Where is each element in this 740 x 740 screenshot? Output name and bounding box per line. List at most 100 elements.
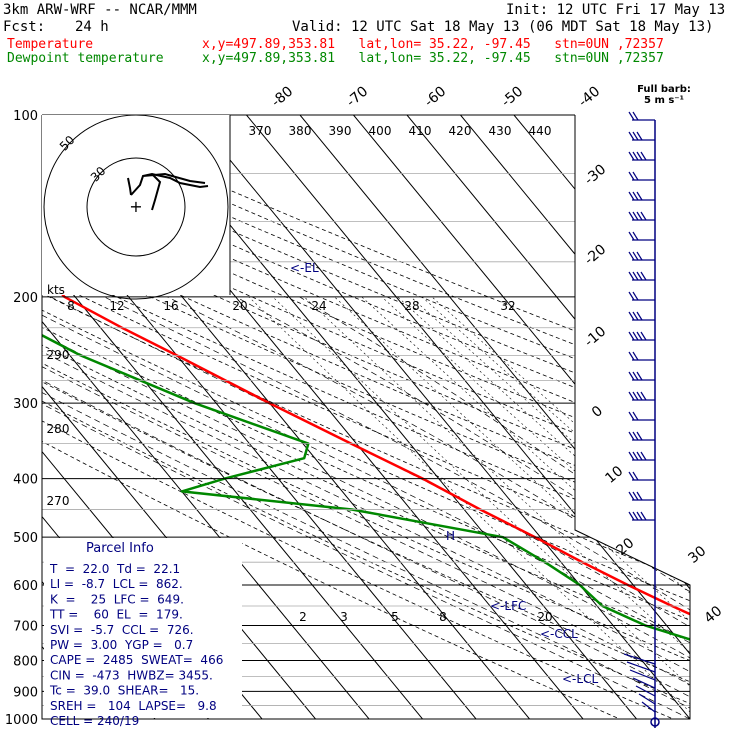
isotherm-label: 0	[589, 403, 606, 421]
isotherm-label: -80	[269, 83, 297, 110]
wind-barb-flag	[636, 331, 643, 341]
pressure-tick-label: 900	[13, 685, 38, 700]
dry-adiabat	[42, 139, 690, 719]
dry-adiabat	[42, 139, 690, 719]
wind-barb	[628, 291, 655, 301]
wind-barb-flag	[632, 311, 639, 321]
parcel-info-row: SREH = 104 LAPSE= 9.8	[50, 699, 217, 713]
parcel-info-row: K = 25 LFC = 649.	[50, 592, 184, 606]
wind-barb-flag	[632, 431, 639, 441]
wind-barb	[628, 451, 655, 461]
isotherm-label: -50	[499, 83, 527, 110]
moist-adiabat	[42, 296, 690, 719]
wind-barb	[628, 371, 655, 381]
wind-barb-flag	[632, 351, 639, 361]
ccl-marker: <-CCL	[540, 627, 578, 641]
hodograph-unit: kts	[47, 283, 65, 297]
wind-barb	[628, 231, 655, 241]
wind-barb-flag	[636, 131, 643, 141]
wind-barb-flag	[632, 291, 639, 301]
mixing-ratio-label: 12	[109, 299, 124, 313]
pressure-tick-label: 400	[13, 473, 38, 488]
wind-barb-flag	[632, 251, 639, 261]
wind-barb-flag	[628, 411, 635, 421]
wind-barb	[628, 251, 655, 261]
dry-adiabat	[42, 139, 690, 719]
wind-barb-flag	[628, 451, 635, 461]
pressure-tick-label: 700	[13, 619, 38, 634]
wind-barb-flag	[636, 391, 643, 401]
pressure-tick-label: 1000	[5, 713, 38, 728]
moist-adiabat	[42, 296, 690, 719]
wind-barb	[628, 111, 655, 121]
el-marker: <-EL	[290, 261, 319, 275]
moist-adiabat	[299, 296, 690, 719]
isotherm	[42, 115, 380, 719]
mixing-ratio-line	[272, 296, 690, 719]
potential-temperature-label: 430	[489, 124, 512, 138]
mixing-ratio-line	[397, 296, 690, 719]
wind-barb-flag	[640, 331, 647, 341]
wind-barb-flag	[636, 451, 643, 461]
wind-barb-flag	[628, 271, 635, 281]
wind-barb	[638, 693, 656, 705]
mixing-ratio-label: 32	[500, 299, 515, 313]
wind-barb-flag	[632, 271, 639, 281]
wind-barb	[628, 151, 655, 161]
mixing-ratio-label: 20	[537, 610, 552, 624]
isotherm-label: -60	[422, 83, 450, 110]
parcel-info-row: TT = 60 EL = 179.	[49, 608, 183, 622]
wind-barb-flag	[636, 311, 643, 321]
wind-barb-flag	[632, 451, 639, 461]
pressure-tick-label: 600	[13, 579, 38, 594]
wind-barb-flag	[632, 371, 639, 381]
mixing-ratio-line	[361, 296, 690, 719]
lfc-marker: <-LFC	[490, 599, 526, 613]
mixing-ratio-label: 16	[163, 299, 178, 313]
isotherm-label: -30	[582, 161, 610, 188]
wind-barb-flag	[628, 171, 635, 181]
barb-legend-unit: 5 m s⁻¹	[644, 95, 684, 106]
isotherm-label: -20	[582, 241, 610, 268]
wind-barb-flag	[632, 211, 639, 221]
moist-adiabat	[235, 296, 690, 719]
forecast-label: Fcst:	[3, 19, 46, 35]
wind-barb-flag	[632, 151, 639, 161]
wind-barb-flag	[628, 371, 635, 381]
isotherm-label: 40	[701, 603, 725, 627]
wind-barb-flag	[640, 211, 647, 221]
wind-barb-flag	[640, 271, 647, 281]
lcl-marker: <-LCL	[562, 672, 598, 686]
wind-barb	[628, 331, 655, 341]
hodograph-ring	[86, 157, 186, 257]
wind-barb	[626, 661, 656, 673]
parcel-info-row: CIN = -473 HWBZ= 3455.	[50, 668, 213, 682]
wind-barb	[628, 271, 655, 281]
dry-adiabat	[42, 139, 690, 719]
isotherm-label: -70	[344, 83, 372, 110]
potential-temperature-label: 440	[529, 124, 552, 138]
isotherm-label: 30	[685, 543, 709, 567]
wind-barb	[628, 491, 655, 501]
wind-barb-flag	[628, 111, 635, 121]
wind-barb-flag	[632, 171, 639, 181]
wind-barb-flag	[636, 271, 643, 281]
wind-barb-flag	[632, 111, 639, 121]
hodograph-ring	[43, 114, 229, 300]
isotherm	[42, 115, 434, 719]
parcel-info-row: CELL = 240/19	[50, 714, 139, 728]
wind-barb-flag	[636, 491, 643, 501]
wind-barb-flag	[628, 251, 635, 261]
surface-wind-marker	[650, 717, 660, 727]
init-time: Init: 12 UTC Fri 17 May 13	[506, 2, 726, 18]
pressure-tick-label: 500	[13, 531, 38, 546]
potential-temperature-label: 420	[449, 124, 472, 138]
wind-barb-flag	[632, 331, 639, 341]
wind-barb	[628, 171, 655, 181]
isotherm	[246, 115, 690, 719]
mixing-ratio-line	[381, 296, 690, 719]
wind-barb-flag	[628, 211, 635, 221]
parcel-info-row: LI = -8.7 LCL = 862.	[50, 577, 183, 591]
potential-temperature-label: 370	[249, 124, 272, 138]
wind-barb	[628, 131, 655, 141]
